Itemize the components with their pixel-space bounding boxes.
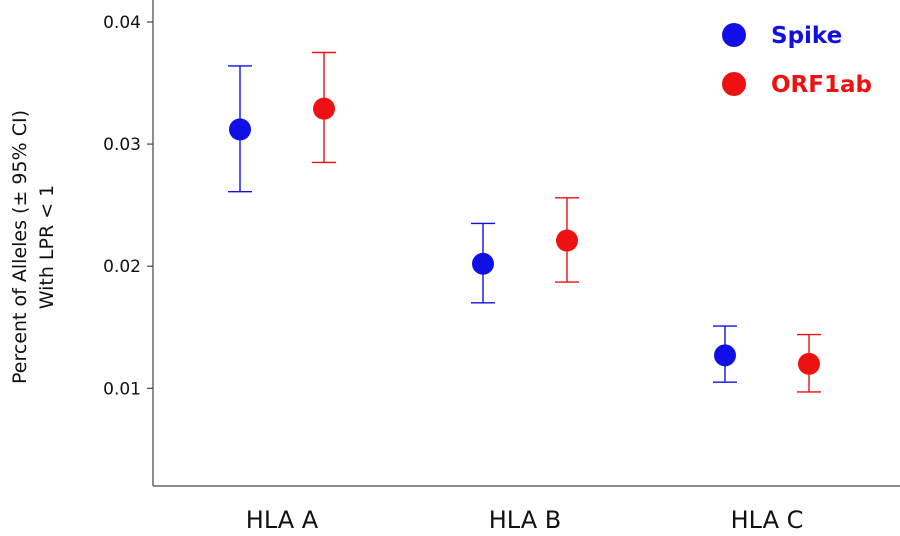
x-category-label: HLA B <box>489 506 561 534</box>
y-axis-title-line-1: Percent of Alleles (± 95% CI) <box>9 110 31 384</box>
legend: Spike ORF1ab <box>722 23 872 98</box>
y-ticks: 0.01 0.02 0.03 0.04 <box>103 13 153 399</box>
data-marks <box>228 51 821 393</box>
point-orf1ab <box>556 229 578 252</box>
x-category-label: HLA A <box>246 506 319 534</box>
legend-label-spike: Spike <box>771 23 842 49</box>
point-spike <box>229 118 251 141</box>
y-tick-label: 0.02 <box>103 257 141 277</box>
y-tick-label: 0.03 <box>103 135 141 155</box>
legend-marker-orf1ab <box>722 72 746 96</box>
y-tick-label: 0.01 <box>103 379 141 399</box>
y-axis-title: Percent of Alleles (± 95% CI) With LPR <… <box>9 110 58 384</box>
point-spike <box>472 252 494 275</box>
x-category-labels: HLA A HLA B HLA C <box>246 506 804 534</box>
x-category-label: HLA C <box>731 506 804 534</box>
point-spike <box>714 344 736 367</box>
legend-marker-spike <box>722 23 746 47</box>
y-tick-label: 0.04 <box>103 13 141 33</box>
y-axis-title-line-2: With LPR < 1 <box>36 185 58 310</box>
legend-label-orf1ab: ORF1ab <box>771 72 872 98</box>
point-orf1ab <box>798 352 820 375</box>
point-orf1ab <box>313 97 335 120</box>
